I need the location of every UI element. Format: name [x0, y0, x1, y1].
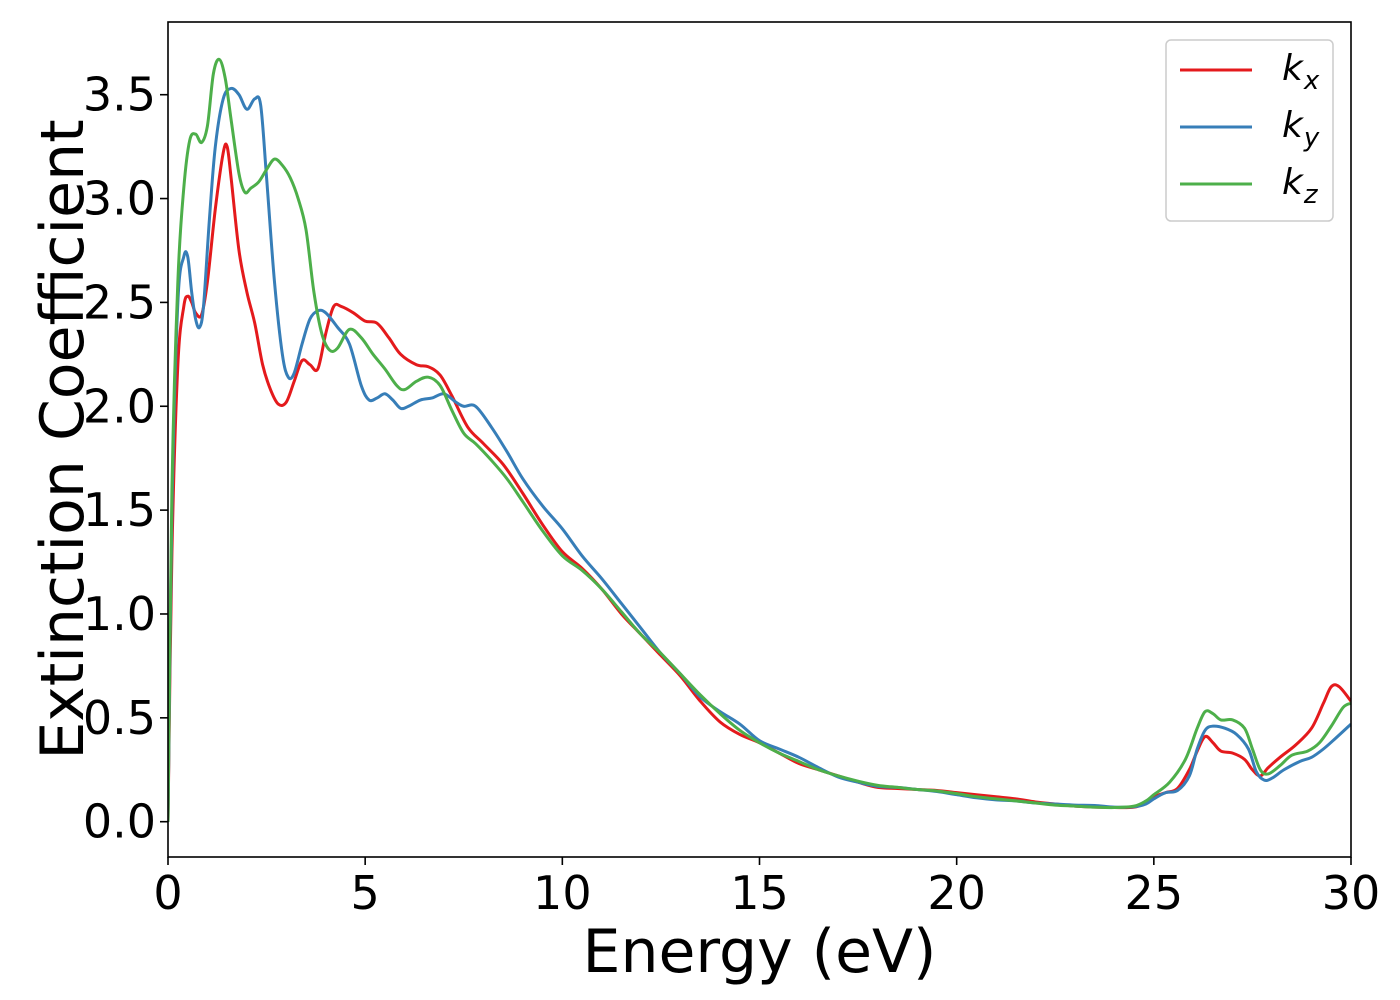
series-line-k-y — [168, 86, 1351, 822]
y-axis-title: Extinction Coefficient — [28, 119, 98, 759]
x-tick-label: 25 — [1125, 866, 1184, 920]
y-tick-label: 0.0 — [83, 795, 156, 849]
x-tick-label: 5 — [351, 866, 380, 920]
x-tick-label: 20 — [927, 866, 986, 920]
x-tick-label: 30 — [1322, 866, 1381, 920]
y-tick-label: 2.5 — [83, 275, 156, 329]
y-tick-label: 2.0 — [83, 379, 156, 433]
y-axis-ticks: 0.0 0.5 1.0 1.5 2.0 2.5 3.0 3.5 — [83, 68, 168, 849]
x-tick-label: 0 — [153, 866, 182, 920]
x-axis-title: Energy (eV) — [583, 917, 937, 987]
legend-box — [1165, 39, 1334, 222]
x-axis-ticks: 0 5 10 15 20 25 30 — [153, 857, 1380, 920]
y-tick-label: 3.0 — [83, 172, 156, 226]
y-tick-label: 1.0 — [83, 587, 156, 641]
y-tick-label: 0.5 — [83, 691, 156, 745]
series-line-k-z — [168, 57, 1351, 822]
legend-label-k-y: ky — [1282, 105, 1320, 153]
legend-label-k-x: kx — [1282, 48, 1320, 96]
x-tick-label: 10 — [533, 866, 592, 920]
y-tick-label: 3.5 — [83, 68, 156, 122]
series-layer — [168, 57, 1351, 822]
legend-label-subscript: x — [1303, 66, 1320, 96]
legend-label-main: k — [1282, 162, 1305, 203]
legend-label-k-z: kz — [1282, 162, 1319, 210]
legend-label-main: k — [1282, 105, 1305, 146]
legend-label-main: k — [1282, 48, 1305, 89]
legend-label-subscript: z — [1303, 180, 1319, 210]
legend-label-subscript: y — [1303, 123, 1320, 153]
x-tick-label: 15 — [730, 866, 789, 920]
y-tick-label: 1.5 — [83, 483, 156, 537]
